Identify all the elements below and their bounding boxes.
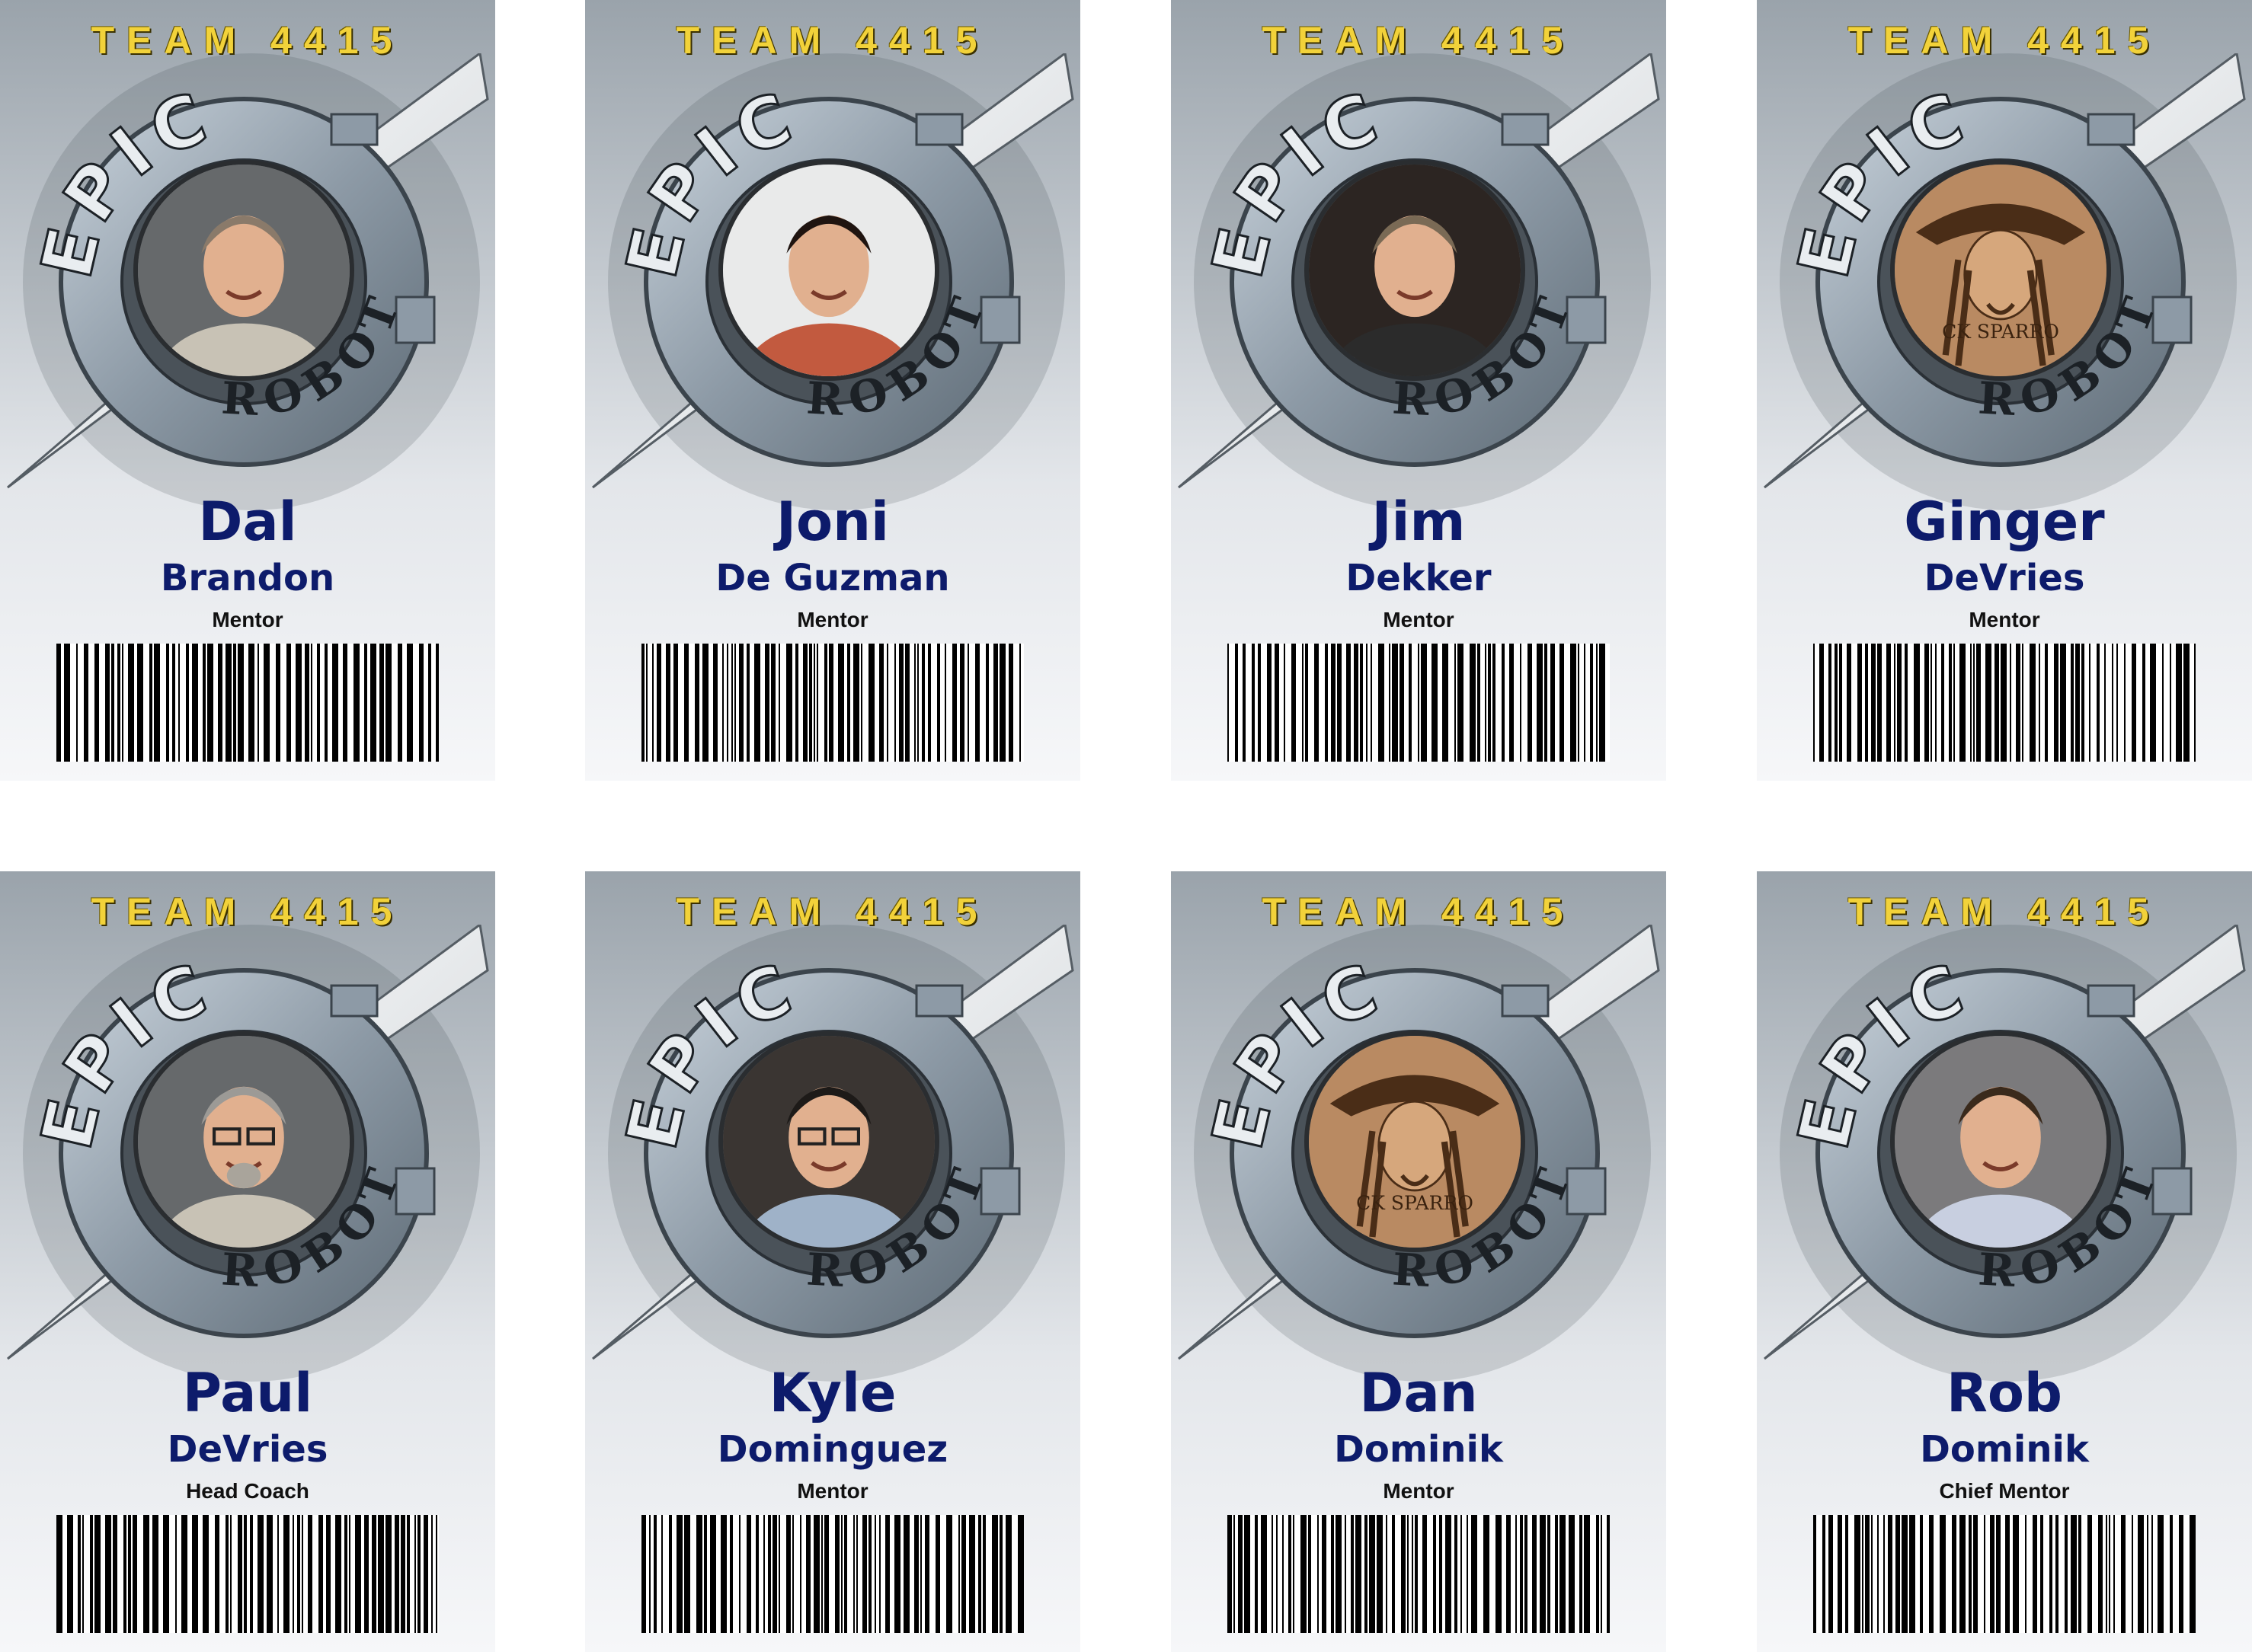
role-label: Mentor xyxy=(1383,608,1454,631)
last-name: De Guzman xyxy=(715,557,950,599)
first-name: Joni xyxy=(776,490,889,553)
barcode xyxy=(56,644,439,762)
member-photo xyxy=(133,1031,354,1252)
team-label: TEAM 4415 xyxy=(1262,890,1575,933)
barcode xyxy=(1813,1515,2196,1633)
role-label: Head Coach xyxy=(186,1479,309,1503)
team-label: TEAM 4415 xyxy=(676,890,990,933)
role-label: Mentor xyxy=(212,608,283,631)
member-photo xyxy=(718,1031,939,1252)
last-name: Dekker xyxy=(1345,557,1492,599)
id-card: TEAM 4415 EPIC ROBOTZ xyxy=(1171,0,1666,781)
first-name: Paul xyxy=(182,1362,313,1424)
id-card: TEAM 4415 EPIC ROBOTZ xyxy=(1171,871,1666,1652)
member-photo: CK SPARRO xyxy=(1890,160,2111,381)
barcode xyxy=(1813,644,2196,762)
svg-text:CK SPARRO: CK SPARRO xyxy=(1942,321,2059,343)
member-photo xyxy=(718,160,939,381)
member-photo: CK SPARRO xyxy=(1304,1031,1525,1252)
last-name: DeVries xyxy=(1924,557,2085,599)
member-photo xyxy=(1304,160,1525,381)
team-label: TEAM 4415 xyxy=(676,19,990,62)
barcode xyxy=(56,1515,439,1633)
last-name: Dominik xyxy=(1334,1428,1503,1471)
member-photo xyxy=(1890,1031,2111,1252)
team-label: TEAM 4415 xyxy=(91,19,405,62)
barcode xyxy=(641,1515,1024,1633)
id-card: TEAM 4415 EPIC ROBOTZ xyxy=(0,871,495,1652)
barcode xyxy=(1227,1515,1610,1633)
last-name: DeVries xyxy=(167,1428,328,1471)
role-label: Mentor xyxy=(797,1479,868,1503)
role-label: Mentor xyxy=(1969,608,2040,631)
id-card: TEAM 4415 EPIC ROBOTZ xyxy=(585,0,1080,781)
last-name: Dominguez xyxy=(717,1428,948,1471)
first-name: Ginger xyxy=(1904,490,2105,553)
id-card: TEAM 4415 EPIC ROBOTZ xyxy=(585,871,1080,1652)
svg-text:CK SPARRO: CK SPARRO xyxy=(1356,1192,1473,1214)
id-card: TEAM 4415 EPIC ROBOTZ xyxy=(0,0,495,781)
team-label: TEAM 4415 xyxy=(1847,19,2161,62)
barcode xyxy=(641,644,1024,762)
last-name: Brandon xyxy=(160,557,335,599)
team-label: TEAM 4415 xyxy=(1262,19,1575,62)
role-label: Chief Mentor xyxy=(1939,1479,2070,1503)
id-card: TEAM 4415 EPIC ROBOTZ xyxy=(1757,871,2252,1652)
role-label: Mentor xyxy=(797,608,868,631)
last-name: Dominik xyxy=(1920,1428,2089,1471)
first-name: Rob xyxy=(1946,1362,2063,1424)
member-photo xyxy=(133,160,354,381)
id-card: TEAM 4415 EPIC ROBOTZ xyxy=(1757,0,2252,781)
team-label: TEAM 4415 xyxy=(1847,890,2161,933)
team-label: TEAM 4415 xyxy=(91,890,405,933)
first-name: Dal xyxy=(198,490,297,553)
first-name: Kyle xyxy=(769,1362,897,1424)
barcode xyxy=(1227,644,1610,762)
role-label: Mentor xyxy=(1383,1479,1454,1503)
first-name: Dan xyxy=(1359,1362,1478,1424)
first-name: Jim xyxy=(1371,490,1466,553)
